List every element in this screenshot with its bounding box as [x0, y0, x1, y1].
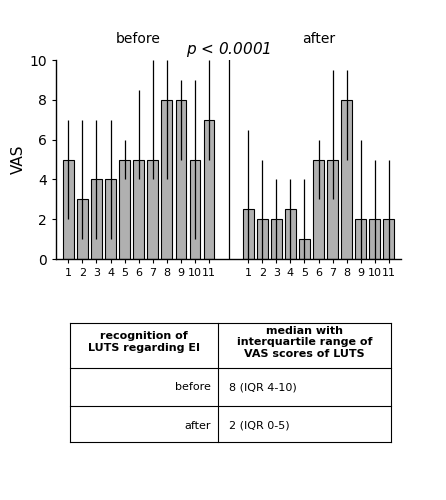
Text: 8 (IQR 4-10): 8 (IQR 4-10)	[228, 382, 296, 392]
Text: recognition of
LUTS regarding EI: recognition of LUTS regarding EI	[88, 332, 200, 353]
Bar	[243, 210, 253, 259]
Bar	[384, 220, 394, 259]
Text: median with
interquartile range of
VAS scores of LUTS: median with interquartile range of VAS s…	[237, 326, 372, 359]
Bar	[285, 210, 296, 259]
Bar	[133, 160, 144, 259]
Bar	[105, 180, 116, 259]
Bar	[204, 120, 214, 259]
Bar	[148, 160, 158, 259]
Bar	[369, 220, 380, 259]
Text: after: after	[185, 420, 211, 430]
Bar	[271, 220, 281, 259]
Title: $p$ < 0.0001: $p$ < 0.0001	[186, 40, 271, 60]
Text: before: before	[175, 382, 211, 392]
Y-axis label: VAS: VAS	[11, 145, 26, 174]
Text: after: after	[302, 32, 335, 46]
Bar	[341, 100, 352, 259]
Bar	[190, 160, 200, 259]
Bar	[313, 160, 324, 259]
Text: 2 (IQR 0-5): 2 (IQR 0-5)	[228, 420, 289, 430]
Bar	[355, 220, 366, 259]
Bar	[257, 220, 268, 259]
Bar	[161, 100, 172, 259]
Bar	[63, 160, 74, 259]
Bar	[176, 100, 186, 259]
Bar	[327, 160, 338, 259]
Bar	[77, 200, 88, 259]
Bar	[91, 180, 102, 259]
Bar	[120, 160, 130, 259]
Bar	[299, 239, 310, 259]
Text: before: before	[116, 32, 161, 46]
